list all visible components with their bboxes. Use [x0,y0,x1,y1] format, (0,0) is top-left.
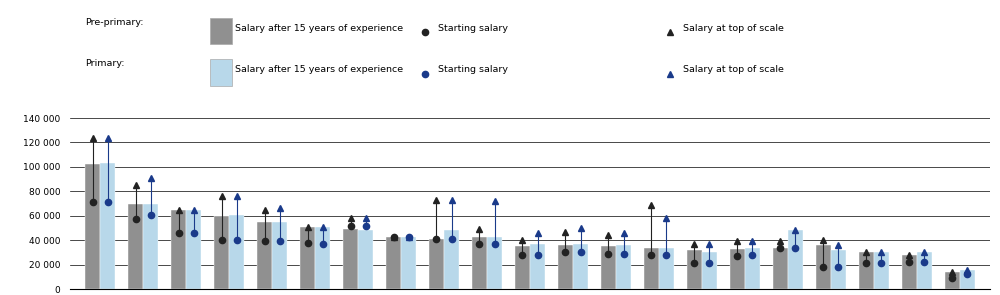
Bar [386,237,401,289]
Bar [315,227,330,289]
Text: Pre-primary:: Pre-primary: [85,18,144,27]
Bar [530,244,545,289]
Bar [816,245,831,289]
Bar [702,253,717,289]
Bar [773,248,788,289]
Bar [644,248,659,289]
Bar [229,214,244,289]
Text: Starting salary: Starting salary [438,24,508,33]
Bar [745,248,760,289]
Bar [902,255,917,289]
Text: Salary at top of scale: Salary at top of scale [683,65,784,74]
Bar [874,253,889,289]
Bar [171,210,186,289]
Bar [444,230,459,289]
Bar [343,229,358,289]
Bar [687,250,702,289]
Bar [300,227,315,289]
Bar [515,246,530,289]
Text: Primary:: Primary: [85,59,124,68]
Bar [960,270,975,289]
Bar [472,237,487,289]
Bar [272,222,287,289]
Bar [730,249,745,289]
Bar [616,245,631,289]
Bar [186,210,201,289]
Bar [401,237,416,289]
Bar [601,246,616,289]
Text: Starting salary: Starting salary [438,65,508,74]
Bar [573,244,588,289]
Bar [143,204,158,289]
Text: Salary after 15 years of experience: Salary after 15 years of experience [235,24,403,33]
Bar [487,237,502,289]
Bar [214,216,229,289]
Bar [429,239,444,289]
Bar [558,245,573,289]
Bar [917,253,932,289]
Bar [85,164,100,289]
Bar [100,163,115,289]
Bar [859,253,874,289]
Bar [128,204,143,289]
Bar [257,222,272,289]
Bar [788,230,803,289]
Bar [358,230,373,289]
Text: Salary after 15 years of experience: Salary after 15 years of experience [235,65,403,74]
Bar [659,248,674,289]
Bar [831,250,846,289]
Bar [945,272,960,289]
Text: Salary at top of scale: Salary at top of scale [683,24,784,33]
